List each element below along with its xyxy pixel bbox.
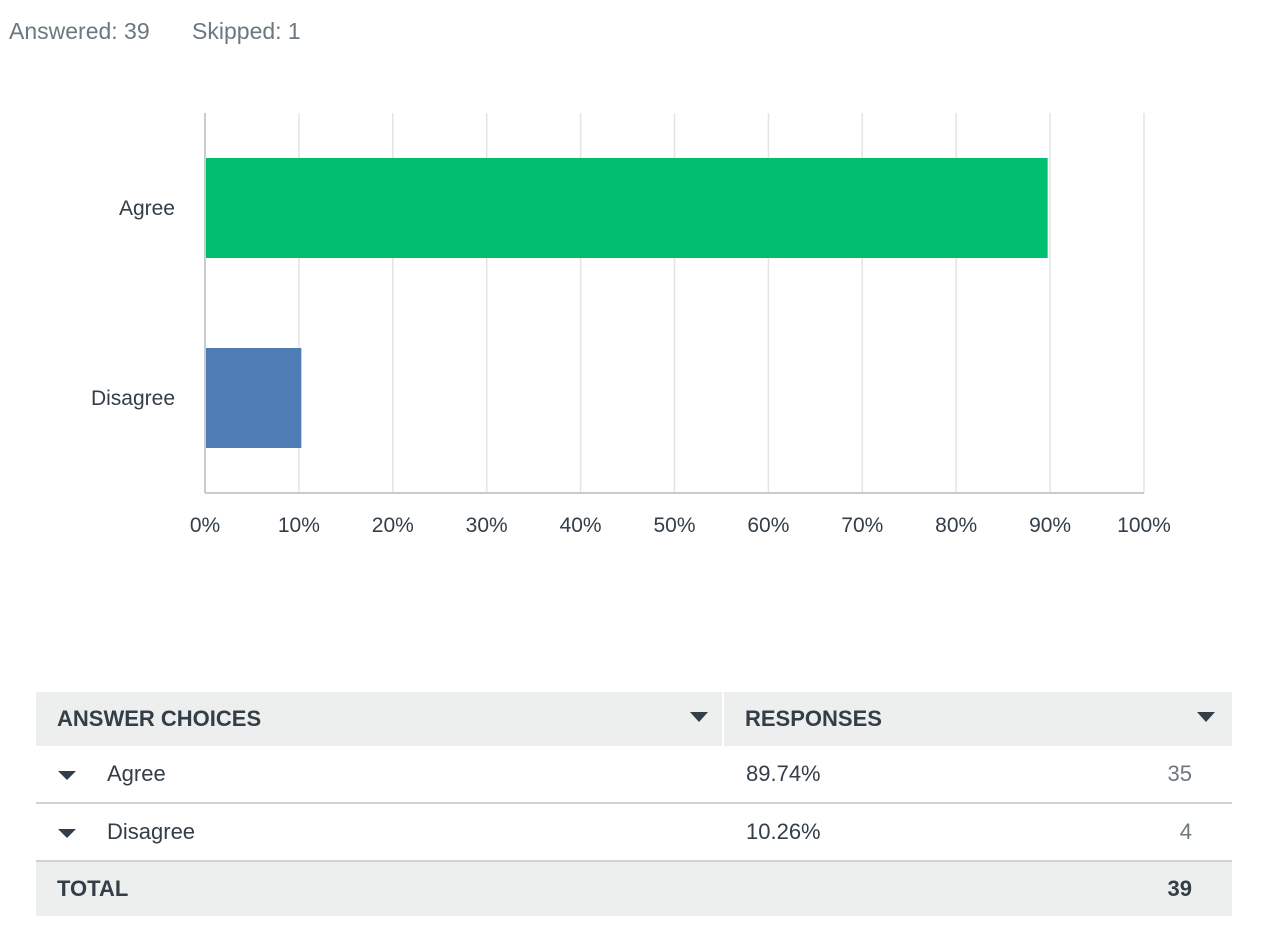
x-tick-label: 50% (653, 514, 695, 537)
table-header: ANSWER CHOICES RESPONSES (36, 692, 1232, 746)
bar-chart: 0% 10% 20% 30% 40% 50% 60% 70% 80% 90% 100% Agree Di… (91, 113, 1171, 537)
x-tick-label: 40% (560, 514, 602, 537)
x-tick-label: 20% (372, 514, 414, 537)
x-tick-label: 100% (1117, 514, 1171, 537)
chart-bars (206, 158, 1048, 448)
total-value: 39 (1167, 876, 1192, 901)
response-count: 4 (1179, 819, 1192, 844)
x-tick-label: 0% (190, 514, 220, 537)
table-row: Disagree 10.26% 4 (36, 804, 1232, 862)
skipped-count: Skipped: 1 (192, 18, 301, 44)
total-label: TOTAL (57, 876, 129, 901)
answer-choices-header[interactable]: ANSWER CHOICES (36, 692, 724, 746)
responses-header-label: RESPONSES (745, 706, 882, 731)
category-label: Agree (119, 197, 175, 220)
table-row: Agree 89.74% 35 (36, 746, 1232, 804)
response-percent: 89.74% (746, 761, 821, 786)
x-tick-label: 10% (278, 514, 320, 537)
expand-caret-icon[interactable] (58, 829, 76, 838)
bar (206, 348, 302, 448)
responses-table: ANSWER CHOICES RESPONSES Agree 89.74% 35… (36, 692, 1232, 916)
choice-label: Disagree (107, 819, 196, 844)
answered-count: Answered: 39 (9, 18, 150, 44)
expand-caret-icon[interactable] (58, 771, 76, 780)
chart-axes (204, 113, 1144, 494)
total-row: TOTAL 39 (36, 862, 1232, 916)
response-stats: Answered: 39 Skipped: 1 (9, 18, 337, 45)
bar (206, 158, 1048, 258)
x-tick-label: 80% (935, 514, 977, 537)
x-tick-label: 90% (1029, 514, 1071, 537)
answer-choices-header-label: ANSWER CHOICES (57, 706, 262, 731)
chart-labels: 0% 10% 20% 30% 40% 50% 60% 70% 80% 90% 100% Agree Di… (91, 197, 1171, 537)
sort-caret-icon[interactable] (1197, 712, 1215, 722)
sort-caret-icon[interactable] (690, 712, 708, 722)
x-tick-label: 70% (841, 514, 883, 537)
x-tick-label: 30% (466, 514, 508, 537)
choice-label: Agree (107, 761, 166, 786)
category-label: Disagree (91, 387, 175, 410)
response-count: 35 (1167, 761, 1192, 786)
response-percent: 10.26% (746, 819, 821, 844)
responses-header[interactable]: RESPONSES (724, 692, 1232, 746)
x-tick-label: 60% (747, 514, 789, 537)
